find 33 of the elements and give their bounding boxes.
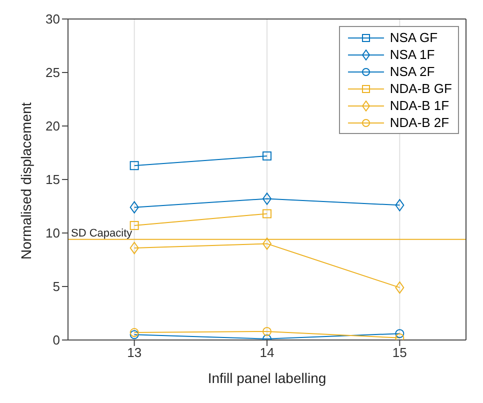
legend-label: NSA 2F (390, 63, 435, 80)
point (395, 333, 404, 340)
point (130, 242, 139, 254)
point (130, 221, 139, 230)
y-tick-label: 5 (52, 279, 60, 294)
point (395, 329, 404, 338)
x-tick-label: 13 (127, 345, 142, 360)
point (130, 161, 139, 170)
point (130, 330, 139, 340)
point (262, 151, 272, 160)
y-tick-label: 0 (52, 332, 60, 348)
point (262, 238, 272, 250)
y-tick-label: 30 (46, 12, 60, 27)
y-tick-label: 25 (46, 65, 60, 80)
point (262, 192, 272, 205)
point (262, 326, 272, 336)
legend-label: NDA-B 1F (390, 97, 450, 114)
x-axis-title: Infill panel labelling (208, 370, 326, 386)
legend-label: NSA 1F (390, 46, 435, 63)
ref-line-label: SD Capacity (71, 227, 133, 240)
legend-label: NDA-B 2F (390, 114, 450, 131)
y-tick-label: 20 (46, 118, 60, 134)
point (262, 209, 272, 218)
x-tick-label: 14 (260, 345, 274, 360)
point (395, 281, 404, 294)
legend-label: NSA GF (390, 29, 438, 46)
y-tick-label: 15 (46, 172, 60, 188)
point (395, 199, 404, 212)
point (130, 201, 139, 214)
x-tick-label: 15 (392, 345, 407, 360)
legend-label: NDA-B GF (390, 80, 452, 97)
y-axis-title: Normalised displacement (18, 102, 34, 260)
y-tick-label: 10 (46, 226, 60, 241)
